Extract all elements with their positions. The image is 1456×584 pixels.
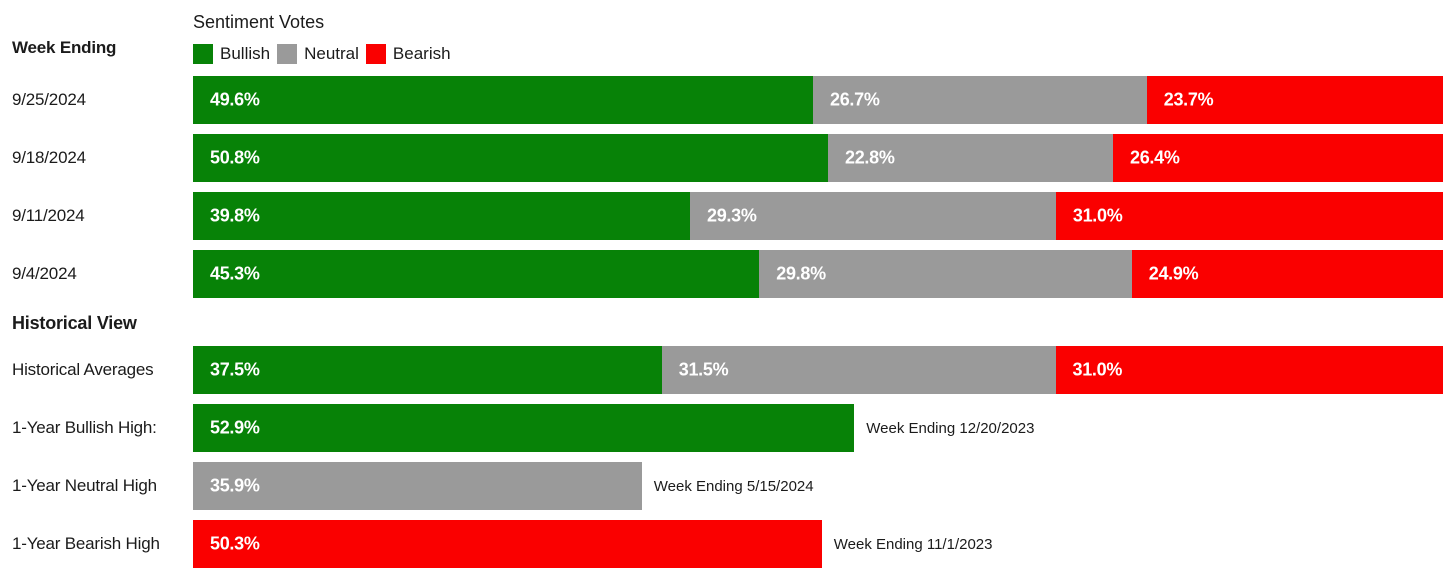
neutral-high-week-annotation: Week Ending 5/15/2024 (653, 477, 814, 495)
bullish-bar-segment: 37.5% (193, 346, 662, 394)
neutral-swatch-icon (277, 44, 298, 64)
bullish-value-label: 39.8% (210, 205, 260, 226)
bullish-high-bar: 52.9% (193, 404, 855, 452)
stacked-bar: 39.8% 29.3% 31.0% (193, 192, 1443, 240)
neutral-value-label: 29.8% (776, 263, 826, 284)
bullish-bar-segment: 50.8% (193, 134, 828, 182)
single-bar-track: 35.9% Week Ending 5/15/2024 (193, 462, 1443, 510)
stacked-bar: 45.3% 29.8% 24.9% (193, 250, 1443, 298)
bearish-value-label: 24.9% (1148, 263, 1199, 284)
sentiment-row-week-3: 9/11/2024 39.8% 29.3% 31.0% (0, 192, 1456, 240)
chart-title: Sentiment Votes (193, 12, 325, 32)
legend: Bullish Neutral Bearish (193, 44, 458, 64)
bearish-bar-segment: 31.0% (1055, 192, 1443, 240)
bullish-high-label: 1-Year Bullish High: (12, 418, 157, 437)
bearish-bar-segment: 23.7% (1146, 76, 1443, 124)
neutral-bar-segment: 29.3% (690, 192, 1056, 240)
legend-label: Bullish (220, 44, 271, 63)
bullish-value-label: 50.8% (210, 147, 260, 168)
neutral-bar-segment: 26.7% (813, 76, 1147, 124)
legend-item-bearish: Bearish (365, 44, 451, 64)
legend-label: Neutral (304, 44, 359, 63)
bearish-high-row: 1-Year Bearish High 50.3% Week Ending 11… (0, 520, 1456, 568)
neutral-value-label: 29.3% (707, 205, 757, 226)
bullish-bar-segment: 39.8% (193, 192, 690, 240)
week-ending-column-title: Week Ending (12, 38, 117, 57)
bearish-high-bar: 50.3% (193, 520, 822, 568)
historical-averages-row: Historical Averages 37.5% 31.5% 31.0% (0, 346, 1456, 394)
bearish-bar-segment: 26.4% (1113, 134, 1443, 182)
neutral-high-row: 1-Year Neutral High 35.9% Week Ending 5/… (0, 462, 1456, 510)
week-label: 9/18/2024 (12, 148, 86, 167)
bearish-high-value-label: 50.3% (210, 533, 260, 554)
week-label: 9/25/2024 (12, 90, 86, 109)
neutral-value-label: 31.5% (678, 359, 729, 380)
bullish-value-label: 37.5% (210, 359, 260, 380)
bullish-high-week-annotation: Week Ending 12/20/2023 (866, 419, 1035, 437)
sentiment-row-week-4: 9/4/2024 45.3% 29.8% 24.9% (0, 250, 1456, 298)
neutral-value-label: 22.8% (845, 147, 895, 168)
week-label: 9/11/2024 (12, 206, 85, 225)
stacked-bar: 37.5% 31.5% 31.0% (193, 346, 1443, 394)
bearish-bar-segment: 31.0% (1055, 346, 1443, 394)
legend-item-bullish: Bullish (193, 44, 270, 64)
historical-averages-label: Historical Averages (12, 360, 154, 379)
neutral-high-value-label: 35.9% (210, 475, 260, 496)
bullish-value-label: 45.3% (210, 263, 260, 284)
bullish-high-row: 1-Year Bullish High: 52.9% Week Ending 1… (0, 404, 1456, 452)
neutral-high-bar: 35.9% (193, 462, 642, 510)
bullish-value-label: 49.6% (210, 89, 260, 110)
historical-view-heading: Historical View (12, 313, 137, 333)
legend-item-neutral: Neutral (277, 44, 359, 64)
bullish-high-value-label: 52.9% (210, 417, 260, 438)
bullish-swatch-icon (193, 44, 213, 64)
bullish-bar-segment: 45.3% (193, 250, 760, 298)
bearish-high-label: 1-Year Bearish High (12, 534, 160, 553)
week-label: 9/4/2024 (12, 264, 77, 283)
sentiment-row-week-2: 9/18/2024 50.8% 22.8% 26.4% (0, 134, 1456, 182)
bearish-value-label: 31.0% (1072, 359, 1123, 380)
neutral-bar-segment: 22.8% (828, 134, 1113, 182)
stacked-bar: 50.8% 22.8% 26.4% (193, 134, 1443, 182)
single-bar-track: 50.3% Week Ending 11/1/2023 (193, 520, 1443, 568)
stacked-bar: 49.6% 26.7% 23.7% (193, 76, 1443, 124)
bearish-value-label: 26.4% (1130, 147, 1180, 168)
neutral-high-label: 1-Year Neutral High (12, 476, 157, 495)
neutral-bar-segment: 29.8% (759, 250, 1132, 298)
legend-label: Bearish (392, 44, 451, 63)
single-bar-track: 52.9% Week Ending 12/20/2023 (193, 404, 1443, 452)
neutral-bar-segment: 31.5% (661, 346, 1056, 394)
chart-header: Week Ending Sentiment Votes Bullish Neut… (0, 0, 1456, 76)
bullish-bar-segment: 49.6% (193, 76, 813, 124)
neutral-value-label: 26.7% (830, 89, 880, 110)
bearish-value-label: 31.0% (1072, 205, 1123, 226)
bearish-value-label: 23.7% (1163, 89, 1214, 110)
bearish-bar-segment: 24.9% (1131, 250, 1443, 298)
sentiment-row-week-1: 9/25/2024 49.6% 26.7% 23.7% (0, 76, 1456, 124)
bearish-swatch-icon (365, 44, 386, 64)
bearish-high-week-annotation: Week Ending 11/1/2023 (833, 535, 993, 553)
